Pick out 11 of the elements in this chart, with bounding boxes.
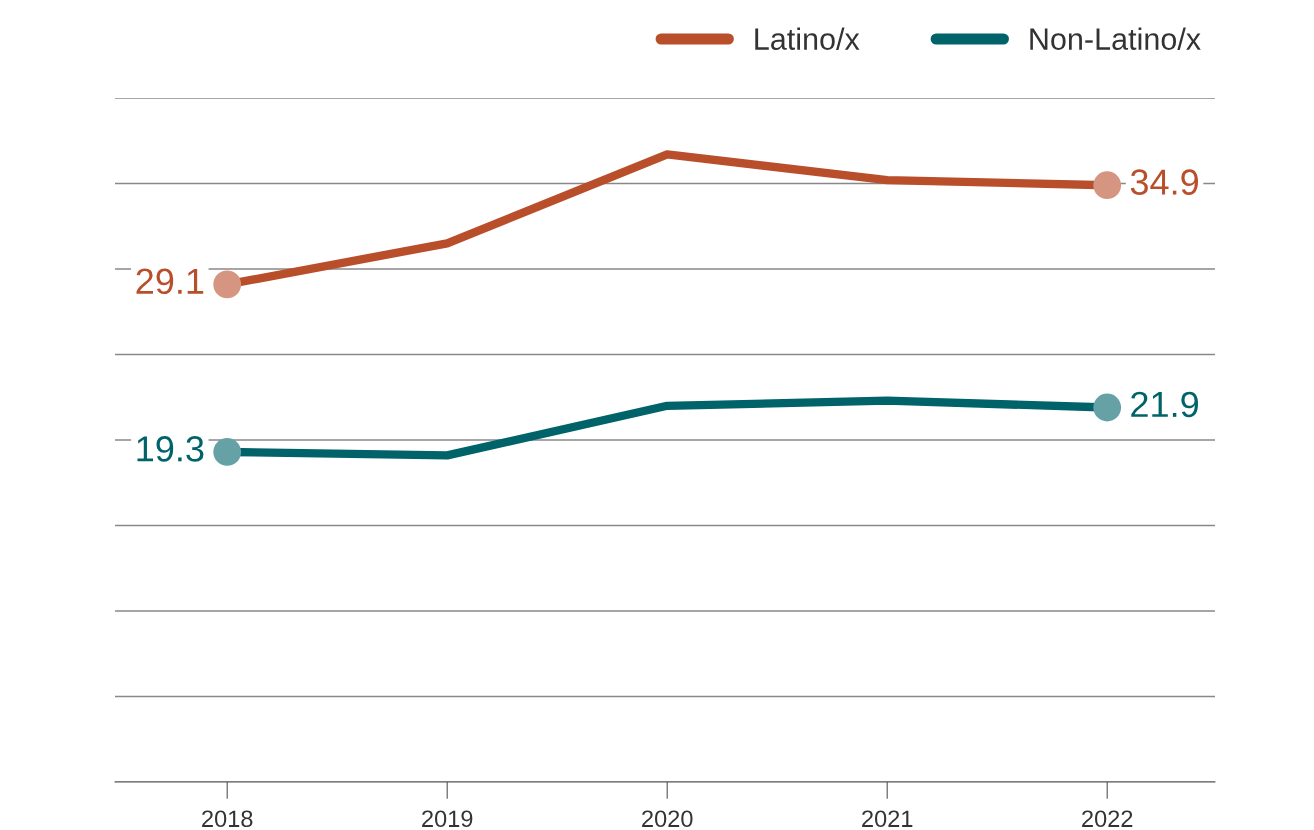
x-tick-label: 2018 [202,810,253,828]
data-label: 29.1 [136,268,204,295]
data-label: 34.9 [1130,169,1198,195]
legend-label: Non-Latino/x [1030,27,1201,50]
x-tick-label: 2021 [862,810,913,828]
data-label: 19.3 [137,436,204,462]
legend-label: Latino/x [755,27,860,50]
x-tick-label: 2020 [642,810,693,828]
x-tick-label: 2022 [1082,810,1133,828]
x-tick-label: 2019 [422,810,473,828]
data-label: 21.9 [1131,391,1198,418]
